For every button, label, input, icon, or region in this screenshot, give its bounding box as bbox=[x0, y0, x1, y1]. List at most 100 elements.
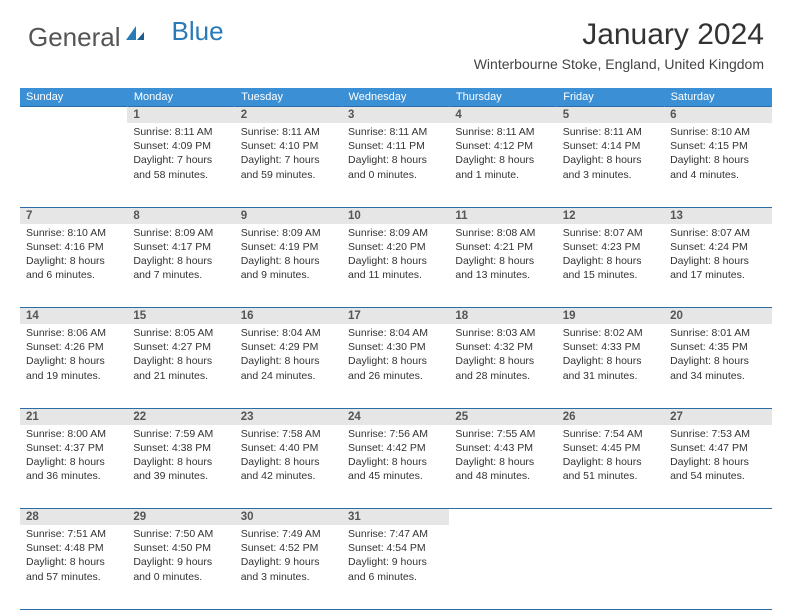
sunset-text: Sunset: 4:37 PM bbox=[26, 441, 121, 455]
daynum-row: 78910111213 bbox=[20, 207, 772, 224]
title-block: January 2024 Winterbourne Stoke, England… bbox=[474, 18, 764, 72]
day-details: Sunrise: 8:09 AMSunset: 4:19 PMDaylight:… bbox=[235, 224, 342, 287]
daynum-cell bbox=[20, 107, 127, 124]
sunset-text: Sunset: 4:14 PM bbox=[563, 139, 658, 153]
week-row: Sunrise: 7:51 AMSunset: 4:48 PMDaylight:… bbox=[20, 525, 772, 609]
sunrise-text: Sunrise: 8:11 AM bbox=[348, 125, 443, 139]
day-details: Sunrise: 7:51 AMSunset: 4:48 PMDaylight:… bbox=[20, 525, 127, 588]
weekday-header-row: Sunday Monday Tuesday Wednesday Thursday… bbox=[20, 88, 772, 107]
daynum-cell: 17 bbox=[342, 308, 449, 325]
day-details: Sunrise: 8:05 AMSunset: 4:27 PMDaylight:… bbox=[127, 324, 234, 387]
day-cell: Sunrise: 7:54 AMSunset: 4:45 PMDaylight:… bbox=[557, 425, 664, 509]
sunset-text: Sunset: 4:48 PM bbox=[26, 541, 121, 555]
daynum-cell: 15 bbox=[127, 308, 234, 325]
daylight-line2: and 51 minutes. bbox=[563, 469, 658, 483]
day-number: 3 bbox=[342, 107, 449, 123]
header: General Blue January 2024 Winterbourne S… bbox=[0, 0, 792, 78]
week-row: Sunrise: 8:06 AMSunset: 4:26 PM Daylight:… bbox=[20, 324, 772, 408]
daynum-cell: 6 bbox=[664, 107, 771, 124]
daynum-cell: 23 bbox=[235, 408, 342, 425]
sunrise-text: Sunrise: 8:07 AM bbox=[670, 226, 765, 240]
day-details: Sunrise: 7:56 AMSunset: 4:42 PMDaylight:… bbox=[342, 425, 449, 488]
daylight-line2: and 42 minutes. bbox=[241, 469, 336, 483]
day-details: Sunrise: 7:49 AMSunset: 4:52 PMDaylight:… bbox=[235, 525, 342, 588]
week-row: Sunrise: 8:11 AMSunset: 4:09 PMDaylight:… bbox=[20, 123, 772, 207]
sunset-text: Sunset: 4:26 PM bbox=[26, 340, 121, 354]
sunset-text: Sunset: 4:15 PM bbox=[670, 139, 765, 153]
daylight-line1: Daylight: 8 hours bbox=[455, 153, 550, 167]
day-cell: Sunrise: 8:09 AMSunset: 4:17 PMDaylight:… bbox=[127, 224, 234, 308]
day-number: 13 bbox=[664, 208, 771, 224]
daynum-cell: 4 bbox=[449, 107, 556, 124]
daynum-cell: 11 bbox=[449, 207, 556, 224]
sunrise-text: Sunrise: 8:09 AM bbox=[133, 226, 228, 240]
day-number: 23 bbox=[235, 409, 342, 425]
daynum-row: 123456 bbox=[20, 107, 772, 124]
daylight-line2: and 0 minutes. bbox=[133, 570, 228, 584]
day-details: Sunrise: 8:00 AMSunset: 4:37 PMDaylight:… bbox=[20, 425, 127, 488]
daynum-cell: 19 bbox=[557, 308, 664, 325]
sunset-text: Sunset: 4:42 PM bbox=[348, 441, 443, 455]
daynum-cell: 30 bbox=[235, 509, 342, 526]
daynum-cell: 9 bbox=[235, 207, 342, 224]
sunset-text: Sunset: 4:40 PM bbox=[241, 441, 336, 455]
day-cell: Sunrise: 8:06 AMSunset: 4:26 PMDaylight:… bbox=[20, 324, 127, 408]
daylight-line1: Daylight: 7 hours bbox=[241, 153, 336, 167]
day-details: Sunrise: 7:50 AMSunset: 4:50 PMDaylight:… bbox=[127, 525, 234, 588]
daylight-line2: and 17 minutes. bbox=[670, 268, 765, 282]
sunrise-text: Sunrise: 7:50 AM bbox=[133, 527, 228, 541]
daylight-line2: and 48 minutes. bbox=[455, 469, 550, 483]
sunrise-text: Sunrise: 8:09 AM bbox=[348, 226, 443, 240]
daylight-line1: Daylight: 8 hours bbox=[563, 254, 658, 268]
sunset-text: Sunset: 4:38 PM bbox=[133, 441, 228, 455]
daylight-line1: Daylight: 9 hours bbox=[241, 555, 336, 569]
day-details: Sunrise: 8:11 AMSunset: 4:11 PMDaylight:… bbox=[342, 123, 449, 186]
daylight-line2: and 21 minutes. bbox=[133, 369, 228, 383]
daylight-line1: Daylight: 8 hours bbox=[241, 354, 336, 368]
day-cell: Sunrise: 8:09 AMSunset: 4:19 PMDaylight:… bbox=[235, 224, 342, 308]
sunset-text: Sunset: 4:16 PM bbox=[26, 240, 121, 254]
day-cell: Sunrise: 8:07 AMSunset: 4:24 PMDaylight:… bbox=[664, 224, 771, 308]
daynum-cell: 25 bbox=[449, 408, 556, 425]
daylight-line1: Daylight: 8 hours bbox=[563, 455, 658, 469]
day-details: Sunrise: 8:04 AMSunset: 4:30 PMDaylight:… bbox=[342, 324, 449, 387]
day-number: 10 bbox=[342, 208, 449, 224]
daylight-line1: Daylight: 8 hours bbox=[26, 555, 121, 569]
sunrise-text: Sunrise: 8:10 AM bbox=[670, 125, 765, 139]
sunrise-text: Sunrise: 8:06 AM bbox=[26, 326, 121, 340]
daynum-row: 14151617181920 bbox=[20, 308, 772, 325]
day-cell: Sunrise: 8:11 AMSunset: 4:09 PMDaylight:… bbox=[127, 123, 234, 207]
day-number: 31 bbox=[342, 509, 449, 525]
week-row: Sunrise: 8:10 AMSunset: 4:16 PM Daylight:… bbox=[20, 224, 772, 308]
col-sunday: Sunday bbox=[20, 88, 127, 107]
daylight-line2: and 15 minutes. bbox=[563, 268, 658, 282]
daylight-line1: Daylight: 8 hours bbox=[348, 254, 443, 268]
sunrise-text: Sunrise: 8:10 AM bbox=[26, 226, 121, 240]
sunset-text: Sunset: 4:52 PM bbox=[241, 541, 336, 555]
day-cell: Sunrise: 8:11 AMSunset: 4:14 PMDaylight:… bbox=[557, 123, 664, 207]
sunrise-text: Sunrise: 8:00 AM bbox=[26, 427, 121, 441]
logo: General Blue bbox=[28, 22, 224, 53]
day-number: 4 bbox=[449, 107, 556, 123]
day-number: 21 bbox=[20, 409, 127, 425]
daylight-line1: Daylight: 8 hours bbox=[670, 354, 765, 368]
sunrise-text: Sunrise: 7:54 AM bbox=[563, 427, 658, 441]
day-cell: Sunrise: 8:02 AMSunset: 4:33 PMDaylight:… bbox=[557, 324, 664, 408]
day-number: 29 bbox=[127, 509, 234, 525]
day-cell: Sunrise: 8:11 AMSunset: 4:12 PMDaylight:… bbox=[449, 123, 556, 207]
daylight-line1: Daylight: 9 hours bbox=[133, 555, 228, 569]
day-cell bbox=[20, 123, 127, 207]
sunset-text: Sunset: 4:54 PM bbox=[348, 541, 443, 555]
day-number: 28 bbox=[20, 509, 127, 525]
daylight-line2: and 6 minutes. bbox=[348, 570, 443, 584]
daylight-line2: and 28 minutes. bbox=[455, 369, 550, 383]
day-details: Sunrise: 8:08 AMSunset: 4:21 PMDaylight:… bbox=[449, 224, 556, 287]
day-cell: Sunrise: 8:01 AMSunset: 4:35 PMDaylight:… bbox=[664, 324, 771, 408]
day-cell: Sunrise: 8:07 AMSunset: 4:23 PMDaylight:… bbox=[557, 224, 664, 308]
sunset-text: Sunset: 4:32 PM bbox=[455, 340, 550, 354]
sunrise-text: Sunrise: 7:59 AM bbox=[133, 427, 228, 441]
sunset-text: Sunset: 4:33 PM bbox=[563, 340, 658, 354]
day-cell: Sunrise: 8:10 AMSunset: 4:15 PMDaylight:… bbox=[664, 123, 771, 207]
daylight-line2: and 57 minutes. bbox=[26, 570, 121, 584]
sunrise-text: Sunrise: 8:08 AM bbox=[455, 226, 550, 240]
